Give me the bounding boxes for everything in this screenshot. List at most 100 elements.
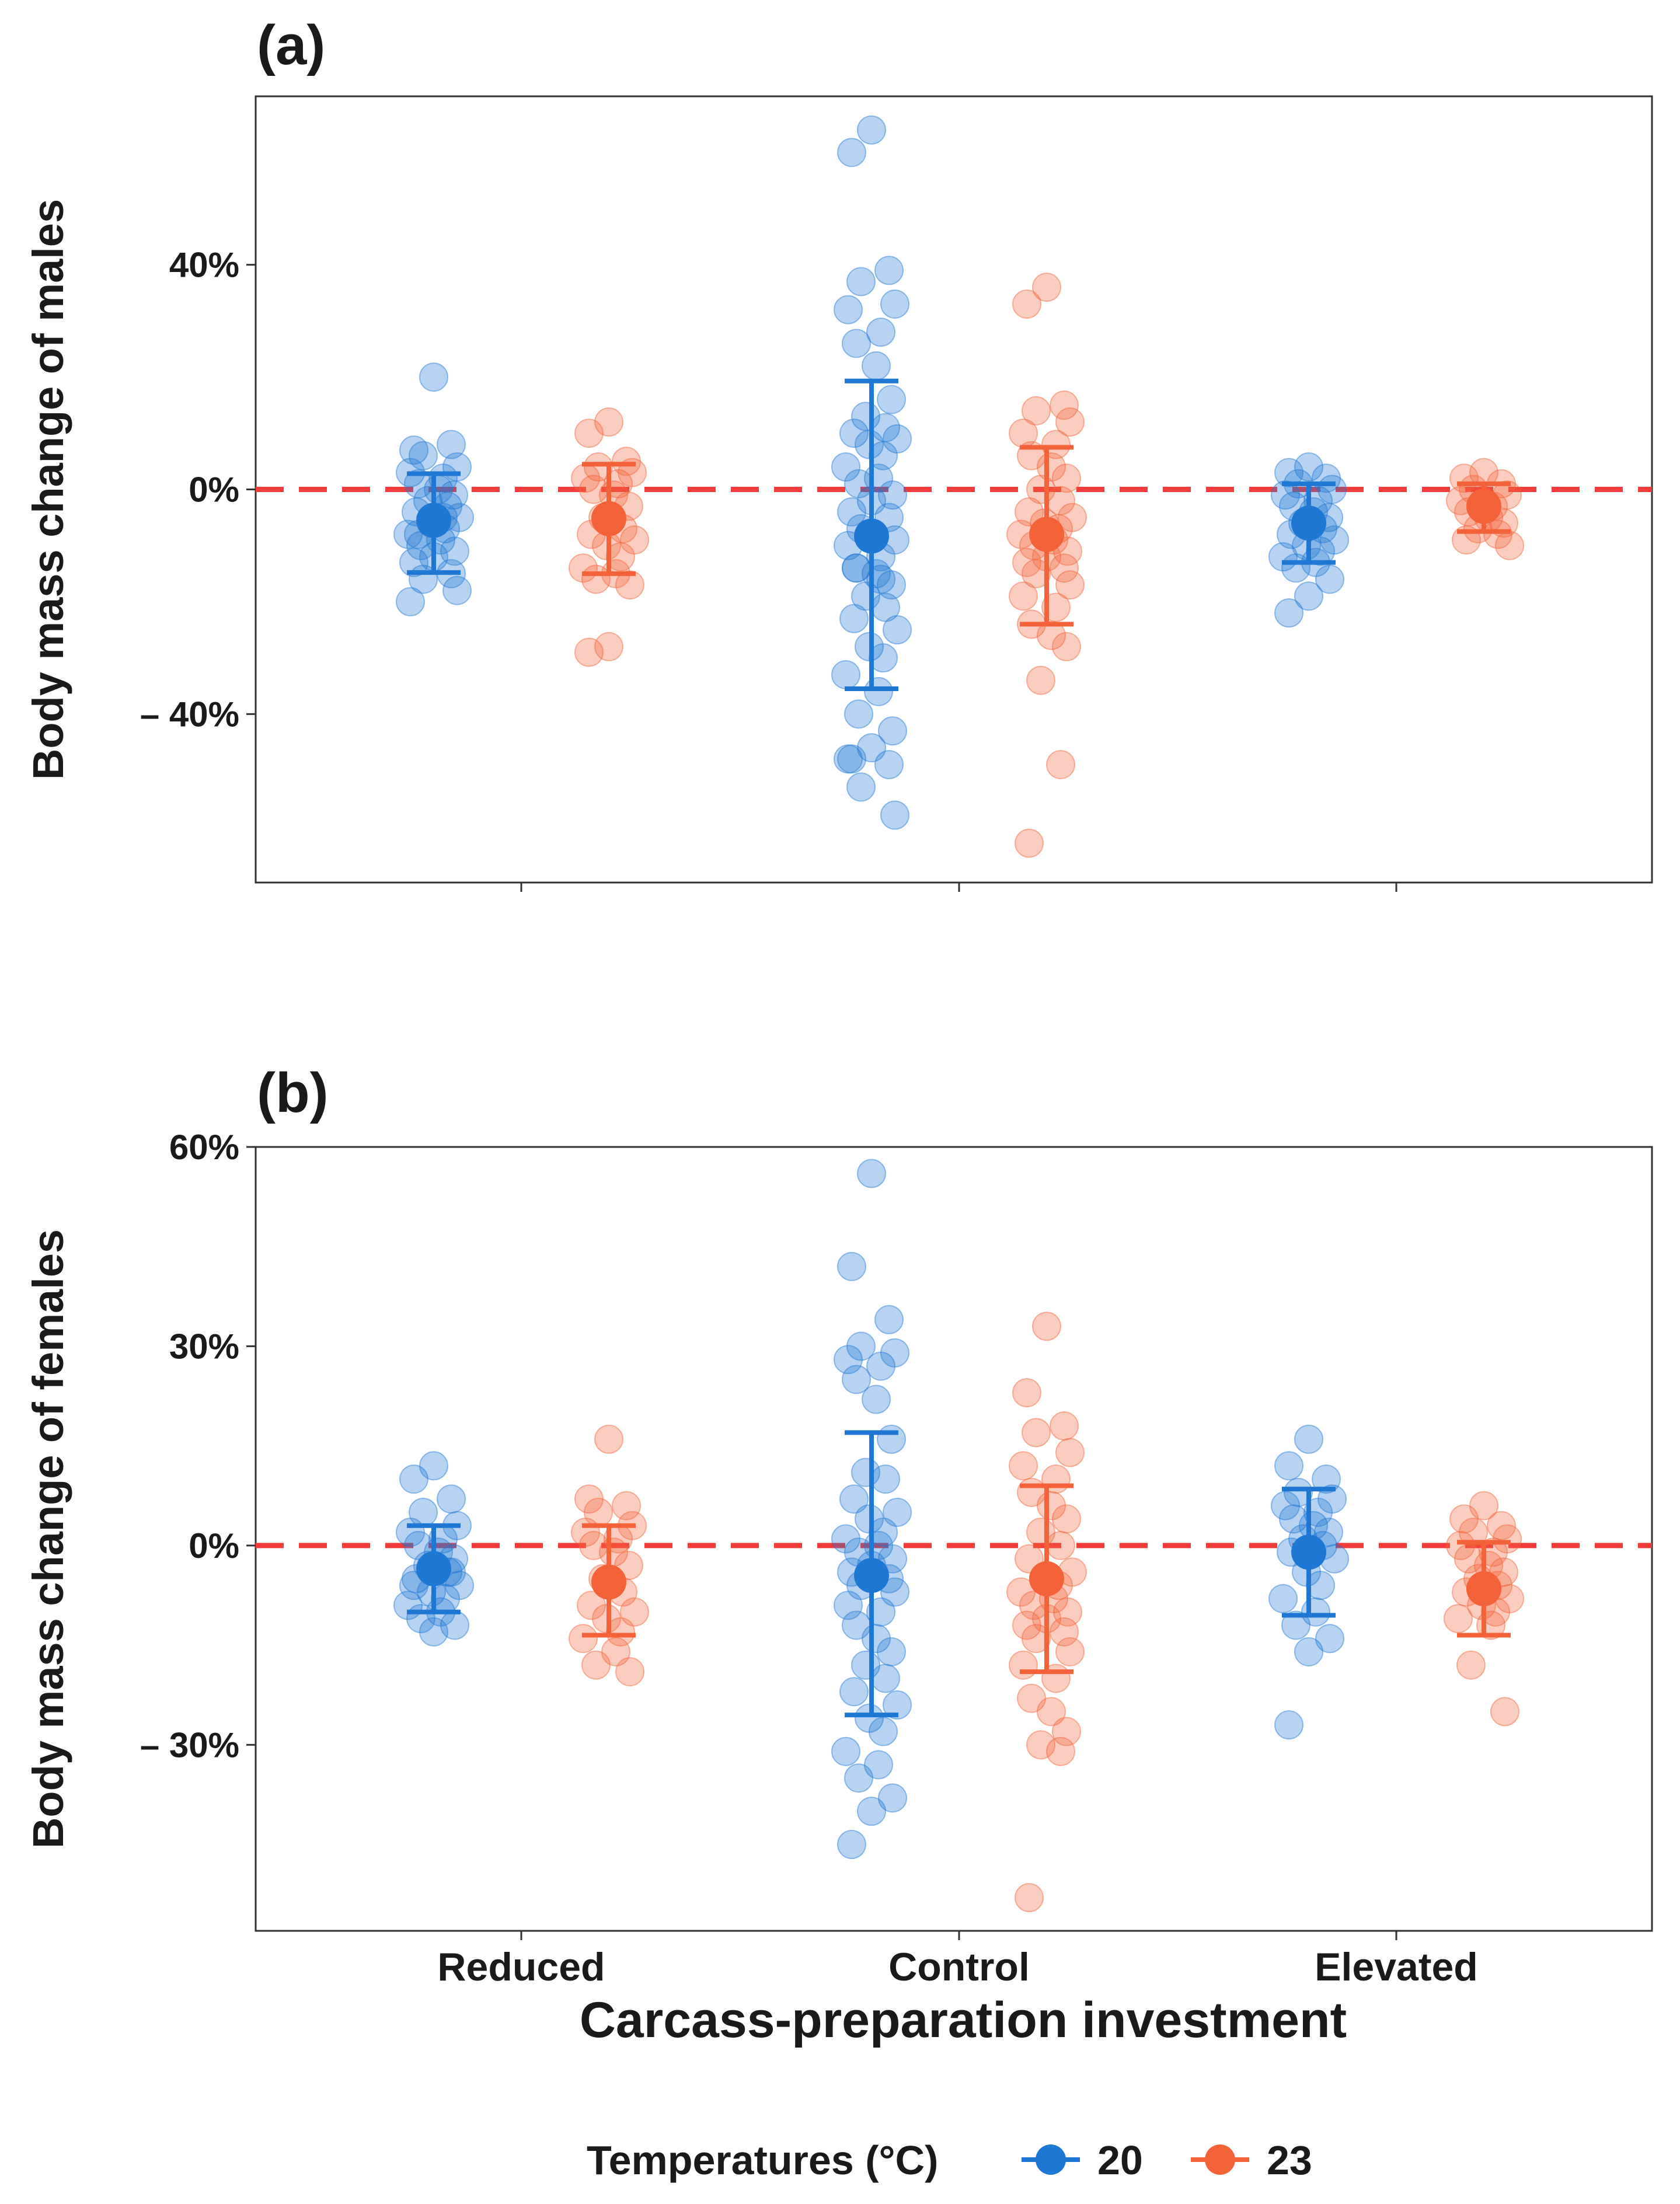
data-point-20-control: [857, 733, 886, 763]
data-point-23-control: [1037, 1697, 1066, 1727]
data-point-20-control: [883, 1497, 912, 1527]
data-point-20-control: [844, 699, 873, 729]
data-point-20-control: [846, 267, 876, 297]
data-point-20-elevated: [1317, 1484, 1347, 1514]
data-point-20-elevated: [1314, 1518, 1343, 1547]
data-point-23-control: [1055, 1438, 1085, 1467]
data-point-20-elevated: [1274, 1451, 1303, 1481]
plot-frame: [255, 1146, 1653, 1932]
data-point-23-reduced: [620, 525, 649, 555]
data-point-23-control: [1050, 553, 1079, 583]
data-point-23-elevated: [1469, 1491, 1498, 1521]
data-point-23-control: [1052, 632, 1081, 661]
data-point-23-control: [1053, 1597, 1082, 1627]
data-point-20-control: [883, 615, 912, 645]
data-point-23-reduced: [612, 447, 641, 476]
y-tick-label: 60%: [169, 1128, 239, 1167]
data-point-23-control: [1012, 547, 1041, 577]
y-axis-title: Body mass change of males: [24, 199, 72, 780]
data-point-23-control: [1037, 620, 1066, 650]
data-point-20-reduced: [442, 576, 472, 605]
data-point-20-reduced: [419, 1451, 448, 1481]
y-tick-label: – 30%: [140, 1725, 239, 1764]
data-point-23-control: [1022, 396, 1051, 426]
panel-tag: (b): [257, 1062, 329, 1124]
legend-label: 23: [1267, 2137, 1312, 2183]
data-point-23-control: [1046, 749, 1075, 779]
data-point-23-control: [1009, 581, 1038, 611]
data-point-23-control: [1032, 273, 1061, 302]
data-point-20-control: [866, 318, 895, 347]
mean-point-20-control: [854, 1558, 889, 1593]
data-point-23-control: [1046, 1530, 1075, 1560]
data-point-20-elevated: [1281, 1610, 1310, 1640]
data-point-20-control: [864, 676, 893, 706]
data-point-20-control: [837, 1251, 866, 1281]
data-point-23-control: [1012, 1610, 1041, 1640]
data-point-20-control: [846, 1331, 876, 1361]
data-point-20-control: [842, 553, 871, 583]
data-point-23-elevated: [1449, 1504, 1479, 1534]
data-point-23-elevated: [1493, 1524, 1522, 1554]
mean-point-23-control: [1029, 517, 1064, 552]
panel-b: (b) Body mass change of females – 30% 0% 30%…: [24, 1062, 1653, 1989]
data-point-20-control: [834, 1591, 863, 1620]
data-point-23-control: [1055, 1637, 1085, 1666]
data-point-20-elevated: [1312, 1464, 1341, 1494]
mean-point-20-reduced: [416, 503, 451, 538]
data-point-23-reduced: [574, 419, 604, 448]
data-point-20-control: [874, 749, 904, 779]
data-point-20-control: [877, 1424, 906, 1454]
data-point-20-control: [834, 1345, 863, 1375]
data-point-20-control: [837, 1830, 866, 1860]
x-tick-label: Control: [888, 1945, 1030, 1989]
data-point-20-reduced: [437, 1484, 466, 1514]
data-point-20-control: [871, 1464, 900, 1494]
mean-point-20-elevated: [1291, 505, 1326, 541]
data-point-23-reduced: [581, 564, 611, 594]
data-point-20-elevated: [1271, 1491, 1300, 1521]
data-point-23-control: [1055, 407, 1085, 437]
data-point-23-reduced: [581, 1650, 611, 1680]
data-point-20-elevated: [1294, 1424, 1323, 1454]
data-point-20-control: [866, 1351, 895, 1381]
data-point-20-control: [862, 351, 891, 381]
y-axis-title: Body mass change of females: [24, 1229, 72, 1849]
data-point-23-reduced: [615, 570, 644, 600]
data-point-20-elevated: [1294, 1637, 1323, 1666]
data-point-20-control: [878, 1783, 907, 1813]
data-point-20-elevated: [1294, 581, 1323, 611]
data-point-23-control: [1009, 1451, 1038, 1481]
data-point-20-control: [857, 1159, 886, 1188]
data-point-20-control: [869, 1717, 898, 1746]
y-tick-label: 0%: [189, 1526, 239, 1565]
data-point-20-control: [831, 1524, 860, 1554]
data-point-20-control: [837, 497, 866, 526]
mean-point-20-elevated: [1291, 1535, 1326, 1570]
data-point-23-reduced: [612, 1491, 641, 1521]
data-point-23-elevated: [1487, 1511, 1516, 1540]
legend-key-marker: [1205, 2144, 1235, 2175]
legend-title: Temperatures (°C): [587, 2137, 938, 2183]
data-point-20-control: [831, 660, 860, 690]
data-point-23-control: [1026, 665, 1055, 695]
data-point-23-control: [1015, 828, 1044, 858]
data-point-20-control: [834, 295, 863, 325]
data-point-20-control: [834, 744, 863, 774]
data-point-20-elevated: [1284, 1477, 1313, 1507]
data-point-20-control: [877, 570, 906, 600]
data-point-20-control: [857, 1797, 886, 1826]
legend-label: 20: [1097, 2137, 1143, 2183]
data-point-20-control: [880, 289, 909, 319]
data-point-23-reduced: [615, 1657, 644, 1687]
data-point-20-reduced: [419, 1617, 448, 1647]
data-point-20-elevated: [1281, 553, 1310, 583]
data-point-20-control: [877, 1637, 906, 1666]
legend-key-marker: [1036, 2144, 1066, 2175]
data-point-20-control: [864, 1750, 893, 1780]
data-point-20-reduced: [437, 430, 466, 459]
data-point-20-control: [842, 329, 871, 358]
mean-point-23-elevated: [1466, 1571, 1501, 1606]
data-point-23-control: [1012, 1378, 1041, 1408]
